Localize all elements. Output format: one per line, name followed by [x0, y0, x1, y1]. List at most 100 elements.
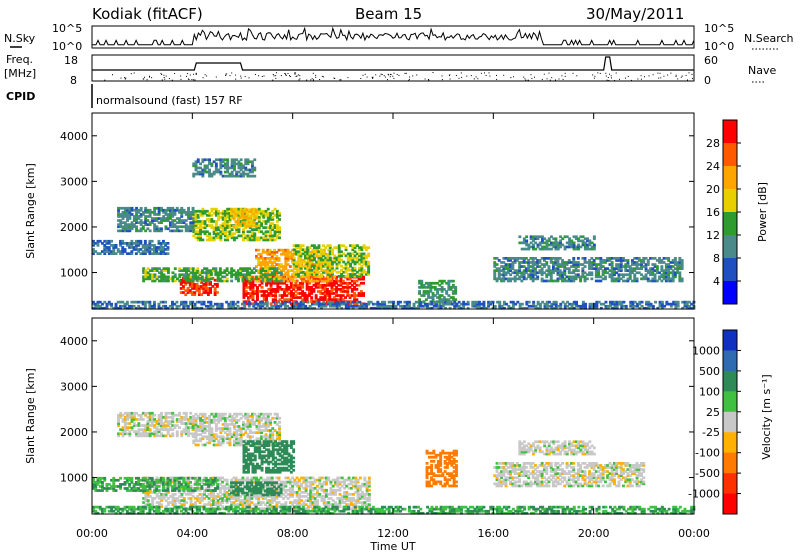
- power-panel-cell-13: [532, 301, 535, 304]
- nave-dot: [121, 78, 122, 79]
- power-panel-cell-8: [333, 275, 336, 278]
- nave-dot: [188, 79, 189, 80]
- nave-dot: [408, 80, 409, 81]
- nave-dot: [534, 77, 535, 78]
- freq-line: [92, 57, 694, 70]
- nave-dot: [641, 79, 642, 80]
- nave-dot: [471, 75, 472, 76]
- nave-dot: [670, 73, 671, 74]
- nsky-tick-bottom: 10^0: [52, 40, 82, 53]
- nsky-trace: [92, 28, 694, 44]
- power-panel-cell-3: [255, 276, 258, 279]
- nave-dot: [496, 75, 497, 76]
- nave-dot: [290, 76, 291, 77]
- power-panel-cell-13: [483, 301, 486, 304]
- nave-dot: [161, 74, 162, 75]
- nave-dot: [428, 79, 429, 80]
- power-panel-cbar-label-6: 4: [713, 275, 720, 288]
- nave-dot: [616, 73, 617, 74]
- power-panel-cell-13: [555, 301, 558, 304]
- power-panel-cell-7: [151, 240, 154, 243]
- nave-dot: [151, 77, 152, 78]
- power-panel-cell-12: [593, 235, 596, 238]
- power-panel-cell-11: [627, 259, 630, 262]
- power-panel-cell-13: [185, 301, 188, 304]
- nave-dot: [190, 75, 191, 76]
- power-panel-cell-3: [178, 280, 181, 283]
- nave-tick-top: 60: [704, 54, 718, 67]
- nave-dot: [607, 80, 608, 81]
- nave-dot: [550, 80, 551, 81]
- power-panel-cell-11: [681, 259, 684, 262]
- power-panel-cell-13: [654, 301, 657, 304]
- nave-dot: [692, 78, 693, 79]
- nave-dot: [112, 74, 113, 75]
- power-panel-cell-3: [226, 278, 229, 281]
- power-panel-cell-6: [160, 227, 163, 230]
- nave-dot: [298, 74, 299, 75]
- power-panel-cbar-label-2: 20: [706, 183, 720, 196]
- nave-dot: [384, 75, 385, 76]
- nave-dot: [542, 79, 543, 80]
- nave-dot: [611, 77, 612, 78]
- power-panel-cell-6: [135, 225, 138, 228]
- power-panel-cell-6: [180, 230, 183, 233]
- power-panel-cell-3: [280, 271, 283, 274]
- nave-dot: [628, 76, 629, 77]
- power-panel-cell-7: [139, 240, 142, 243]
- power-panel-cell-11: [548, 265, 551, 268]
- nave-dot: [289, 75, 290, 76]
- power-panel-cell-13: [498, 301, 501, 304]
- nave-dot: [409, 77, 410, 78]
- freq-trace: [92, 57, 694, 81]
- power-panel-cell-8: [354, 267, 357, 270]
- nave-dot: [442, 75, 443, 76]
- power-panel-cell-11: [611, 261, 614, 264]
- power-ylabel: Slant Range [km]: [24, 163, 37, 259]
- nave-dot: [313, 79, 314, 80]
- power-panel-cell-8: [313, 257, 316, 260]
- nave-dot: [549, 73, 550, 74]
- power-panel-cell-12: [525, 240, 528, 243]
- power-panel-cell-9: [253, 158, 256, 161]
- nave-dot: [387, 79, 388, 80]
- nave-dot: [367, 77, 368, 78]
- nave-dot: [193, 74, 194, 75]
- power-panel-cell-7: [167, 242, 170, 245]
- power-panel-cell-1: [362, 276, 365, 279]
- nsearch-tick-top: 10^5: [704, 22, 734, 35]
- power-panel-cell-1: [355, 288, 358, 291]
- nave-dot: [299, 79, 300, 80]
- nave-dot: [608, 80, 609, 81]
- power-panel-cbar-label-5: 8: [713, 252, 720, 265]
- power-panel-cell-11: [584, 265, 587, 268]
- power-panel-cell-3: [214, 267, 217, 270]
- power-panel-cell-5: [253, 221, 256, 224]
- power-panel-cbar-swatch-6: [723, 258, 737, 281]
- nave-dot: [660, 77, 661, 78]
- power-panel-cell-7: [167, 246, 170, 249]
- power-panel-cell-6: [192, 217, 195, 220]
- nave-dot: [340, 79, 341, 80]
- power-panel-cell-13: [209, 301, 212, 304]
- nave-dot: [164, 79, 165, 80]
- power-panel-cell-10: [452, 280, 455, 283]
- power-panel-cell-3: [167, 267, 170, 270]
- velocity-panel-cell-0: [185, 501, 188, 504]
- nave-dot: [231, 73, 232, 74]
- nave-dot: [125, 78, 126, 79]
- power-panel-cell-10: [454, 298, 457, 301]
- nave-dot: [649, 75, 650, 76]
- nave-dot: [397, 74, 398, 75]
- velocity-panel-cell-0: [160, 503, 163, 506]
- power-panel-cell-8: [293, 257, 296, 260]
- nave-dot: [187, 73, 188, 74]
- power-panel-cell-0: [216, 291, 219, 294]
- power-panel-cell-5: [255, 209, 258, 212]
- power-panel-cell-3: [196, 267, 199, 270]
- power-panel-cell-4: [208, 232, 211, 235]
- nave-dot: [563, 79, 564, 80]
- nave-dot: [489, 72, 490, 73]
- nave-dot: [608, 77, 609, 78]
- power-panel-ytick-label-2: 3000: [60, 175, 88, 188]
